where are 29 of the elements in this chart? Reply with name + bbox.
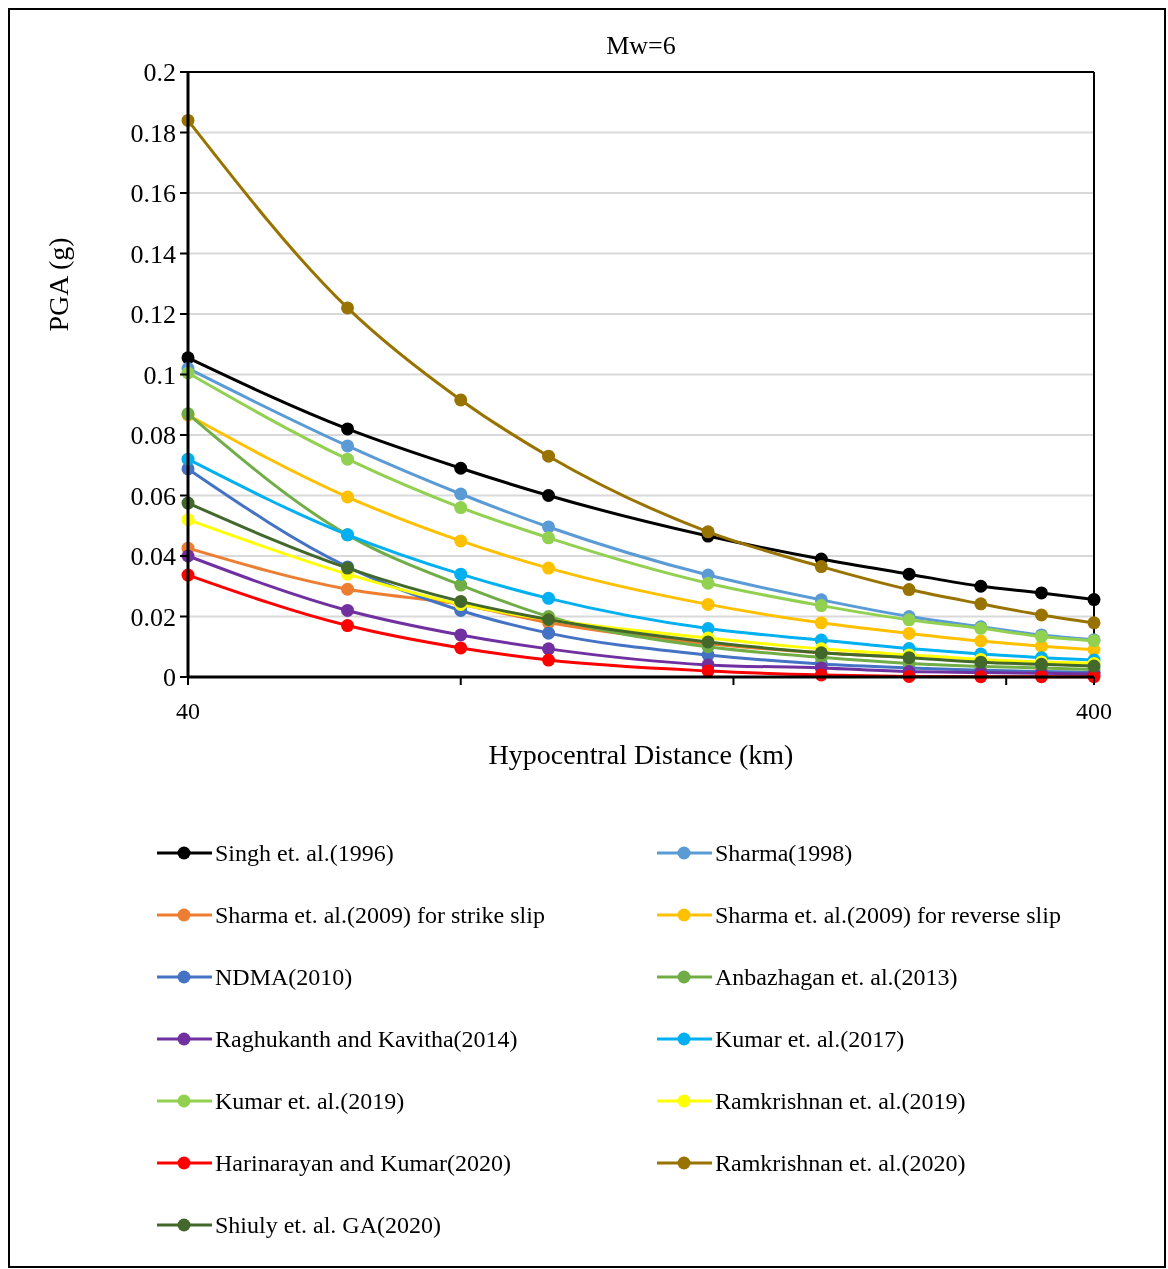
legend-label: Sharma et. al.(2009) for strike slip	[215, 902, 545, 929]
x-axis-title: Hypocentral Distance (km)	[488, 739, 794, 770]
legend-label: Harinarayan and Kumar(2020)	[215, 1150, 511, 1177]
legend-label: NDMA(2010)	[215, 964, 353, 991]
y-tick-label: 0.12	[130, 300, 176, 330]
legend-label: Shiuly et. al. GA(2020)	[215, 1212, 441, 1239]
x-tick-label: 40	[176, 698, 200, 724]
legend-label: Ramkrishnan et. al.(2019)	[715, 1088, 966, 1115]
y-tick-label: 0.08	[130, 421, 176, 451]
y-tick-label: 0.06	[130, 481, 176, 511]
y-tick-label: 0	[163, 663, 176, 693]
legend-label: Anbazhagan et. al.(2013)	[715, 964, 958, 991]
legend-label: Kumar et. al.(2019)	[215, 1088, 405, 1115]
y-tick-label: 0.04	[130, 542, 176, 572]
y-tick-label: 0.14	[130, 239, 176, 269]
x-tick-label: 400	[1076, 698, 1112, 724]
y-axis-title: PGA (g)	[43, 237, 74, 332]
y-tick-label: 0.18	[130, 118, 176, 148]
legend-label: Sharma et. al.(2009) for reverse slip	[715, 902, 1061, 929]
y-tick-label: 0.1	[143, 360, 176, 390]
legend-label: Ramkrishnan et. al.(2020)	[715, 1150, 966, 1177]
legend-label: Sharma(1998)	[715, 840, 853, 867]
y-tick-label: 0.2	[143, 58, 176, 88]
y-tick-label: 0.16	[130, 179, 176, 209]
y-tick-label: 0.02	[130, 602, 176, 632]
legend-label: Singh et. al.(1996)	[215, 840, 394, 867]
legend-label: Kumar et. al.(2017)	[715, 1026, 905, 1053]
legend-label: Raghukanth and Kavitha(2014)	[215, 1026, 518, 1053]
chart-title: Mw=6	[606, 31, 676, 60]
